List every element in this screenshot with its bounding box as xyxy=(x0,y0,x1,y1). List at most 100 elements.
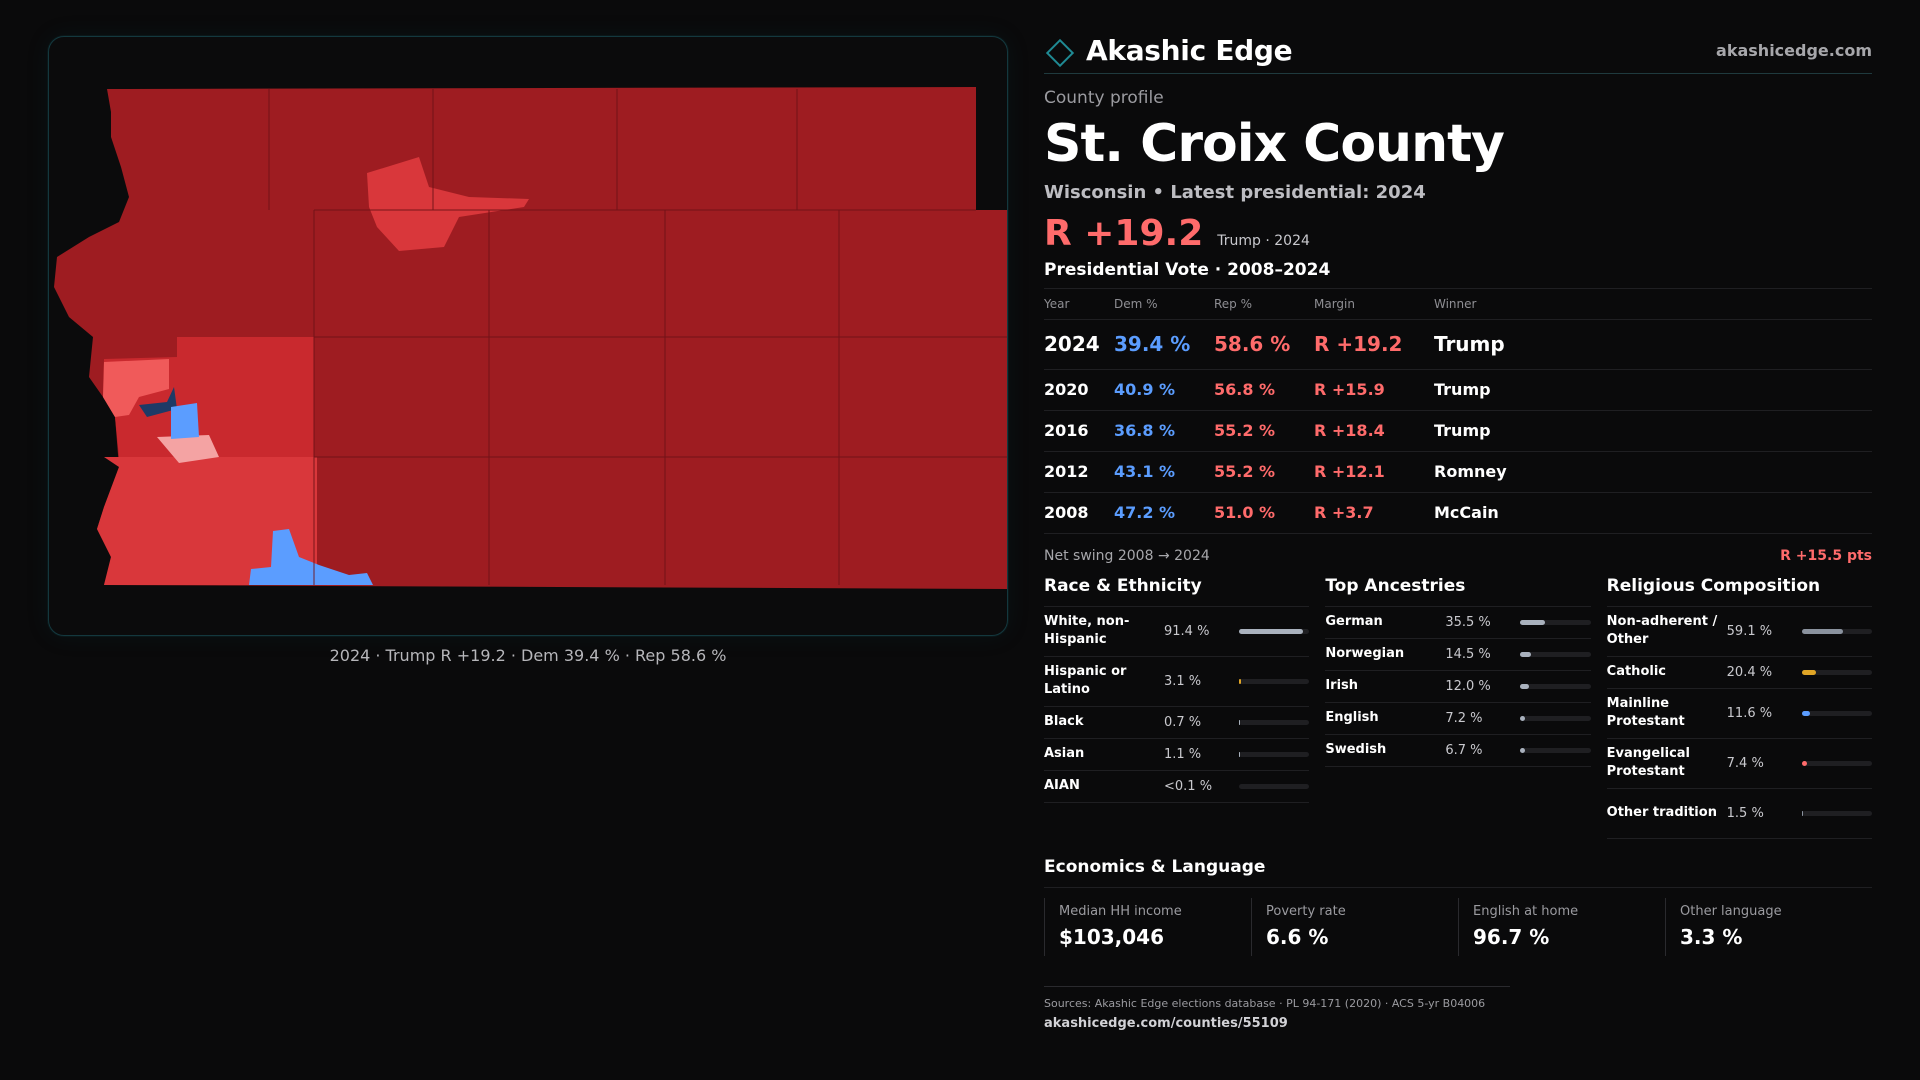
county-profile-panel: Akashic Edge akashicedge.com County prof… xyxy=(1044,30,1872,1031)
ancestry-bar-fill xyxy=(1520,715,1526,721)
vote-rep: 51.0 % xyxy=(1214,492,1314,534)
religion-bar xyxy=(1801,628,1872,634)
race-bar xyxy=(1239,628,1310,634)
race-bar-fill xyxy=(1239,719,1241,725)
ancestry-row[interactable]: English 7.2 % xyxy=(1325,703,1591,735)
religion-row[interactable]: Other tradition 1.5 % xyxy=(1606,789,1872,839)
diamond-outline-icon xyxy=(1045,38,1075,67)
race-list: White, non-Hispanic 91.4 % Hispanic or Lat… xyxy=(1044,607,1310,803)
sources-link[interactable]: akashicedge.com/counties/55109 xyxy=(1044,1015,1288,1031)
ancestry-value: 7.2 % xyxy=(1445,710,1483,726)
econ-label: Median HH income xyxy=(1059,903,1182,919)
ancestry-label: Norwegian xyxy=(1325,646,1405,661)
brand-url-link[interactable]: akashicedge.com xyxy=(1716,41,1872,60)
vote-row[interactable]: 2008 47.2 % 51.0 % R +3.7 McCain xyxy=(1044,492,1872,534)
econ-value: 3.3 % xyxy=(1680,924,1743,949)
ancestry-row[interactable]: Swedish 6.7 % xyxy=(1325,735,1591,767)
header-rep: Rep % xyxy=(1214,289,1314,320)
race-label: Asian xyxy=(1044,746,1085,761)
religion-title: Religious Composition xyxy=(1606,576,1872,607)
race-value: 3.1 % xyxy=(1164,673,1202,689)
brand-name: Akashic Edge xyxy=(1086,34,1293,67)
religion-bar-fill xyxy=(1801,669,1816,675)
vote-year: 2016 xyxy=(1044,410,1114,452)
ancestry-label: Irish xyxy=(1325,678,1359,693)
net-swing-value: R +15.5 pts xyxy=(1780,547,1872,564)
race-row[interactable]: Black 0.7 % xyxy=(1044,707,1310,739)
ancestry-bar xyxy=(1520,715,1591,721)
religion-section: Religious Composition Non-adherent / Oth… xyxy=(1606,576,1872,839)
ancestry-bar xyxy=(1520,619,1591,625)
race-row[interactable]: White, non-Hispanic 91.4 % xyxy=(1044,607,1310,657)
vote-row[interactable]: 2020 40.9 % 56.8 % R +15.9 Trump xyxy=(1044,369,1872,411)
ancestry-title: Top Ancestries xyxy=(1325,576,1591,607)
vote-row[interactable]: 2012 43.1 % 55.2 % R +12.1 Romney xyxy=(1044,451,1872,493)
race-row[interactable]: Asian 1.1 % xyxy=(1044,739,1310,771)
vote-dem: 39.4 % xyxy=(1114,319,1214,370)
vote-dem: 36.8 % xyxy=(1114,410,1214,452)
religion-row[interactable]: Mainline Protestant 11.6 % xyxy=(1606,689,1872,739)
county-choropleth[interactable] xyxy=(49,37,1008,636)
ancestry-label: English xyxy=(1325,710,1379,725)
economics-stats: Median HH income $103,046 Poverty rate 6… xyxy=(1044,897,1872,956)
vote-rep: 55.2 % xyxy=(1214,451,1314,493)
religion-value: 11.6 % xyxy=(1726,705,1773,721)
race-value: 1.1 % xyxy=(1164,746,1202,762)
religion-row[interactable]: Non-adherent / Other 59.1 % xyxy=(1606,607,1872,657)
ancestry-row[interactable]: German 35.5 % xyxy=(1325,607,1591,639)
religion-row[interactable]: Catholic 20.4 % xyxy=(1606,657,1872,689)
vote-margin: R +18.4 xyxy=(1314,410,1434,452)
vote-winner: Romney xyxy=(1434,451,1872,493)
brand[interactable]: Akashic Edge xyxy=(1044,34,1293,67)
vote-year: 2020 xyxy=(1044,369,1114,411)
race-bar xyxy=(1239,719,1310,725)
religion-label: Non-adherent / Other xyxy=(1606,614,1718,647)
econ-value: $103,046 xyxy=(1059,924,1165,949)
map-region-dem-hudson-2[interactable] xyxy=(171,403,199,439)
vote-dem: 40.9 % xyxy=(1114,369,1214,411)
map-region-dem-south[interactable] xyxy=(249,529,373,585)
brand-header: Akashic Edge akashicedge.com xyxy=(1044,30,1872,74)
econ-value: 6.6 % xyxy=(1266,924,1329,949)
ancestry-bar-fill xyxy=(1520,747,1526,753)
religion-bar-fill xyxy=(1801,628,1844,634)
county-map[interactable] xyxy=(48,36,1008,636)
ancestry-row[interactable]: Norwegian 14.5 % xyxy=(1325,639,1591,671)
vote-rep: 55.2 % xyxy=(1214,410,1314,452)
race-row[interactable]: Hispanic or Latino 3.1 % xyxy=(1044,657,1310,707)
vote-row[interactable]: 2016 36.8 % 55.2 % R +18.4 Trump xyxy=(1044,410,1872,452)
religion-list: Non-adherent / Other 59.1 % Catholic 20.4 %… xyxy=(1606,607,1872,839)
vote-year: 2012 xyxy=(1044,451,1114,493)
map-region-dem-hudson[interactable] xyxy=(139,387,177,417)
vote-row[interactable]: 2024 39.4 % 58.6 % R +19.2 Trump xyxy=(1044,319,1872,370)
map-region-light-rep[interactable] xyxy=(157,435,219,463)
headline-result: R +19.2 Trump · 2024 xyxy=(1044,213,1872,254)
race-label: Black xyxy=(1044,714,1084,729)
race-bar xyxy=(1239,783,1310,789)
race-bar-fill xyxy=(1239,678,1242,684)
ancestry-row[interactable]: Irish 12.0 % xyxy=(1325,671,1591,703)
profile-subtitle: Wisconsin • Latest presidential: 2024 xyxy=(1044,182,1426,203)
map-region-river-towns[interactable] xyxy=(103,359,169,417)
vote-table: Year Dem % Rep % Margin Winner 2024 39.4… xyxy=(1044,289,1872,534)
header-margin: Margin xyxy=(1314,289,1434,320)
race-bar xyxy=(1239,751,1310,757)
race-value: 0.7 % xyxy=(1164,714,1202,730)
race-row[interactable]: AIAN <0.1 % xyxy=(1044,771,1310,803)
race-title: Race & Ethnicity xyxy=(1044,576,1310,607)
vote-margin: R +12.1 xyxy=(1314,451,1434,493)
vote-winner: Trump xyxy=(1434,410,1872,452)
religion-label: Mainline Protestant xyxy=(1606,696,1685,729)
econ-stat-english: English at home 96.7 % xyxy=(1458,897,1665,956)
vote-margin: R +3.7 xyxy=(1314,492,1434,534)
religion-row[interactable]: Evangelical Protestant 7.4 % xyxy=(1606,739,1872,789)
race-bar-fill xyxy=(1239,628,1304,634)
map-region-light-rep-2[interactable] xyxy=(367,157,529,251)
race-bar-fill xyxy=(1239,751,1241,757)
vote-rep: 58.6 % xyxy=(1214,319,1314,370)
econ-label: English at home xyxy=(1473,903,1579,919)
map-region-southwest[interactable] xyxy=(97,457,317,585)
net-swing-label: Net swing 2008 → 2024 xyxy=(1044,547,1210,564)
header-dem: Dem % xyxy=(1114,289,1214,320)
sources: Sources: Akashic Edge elections database… xyxy=(1044,985,1510,1031)
